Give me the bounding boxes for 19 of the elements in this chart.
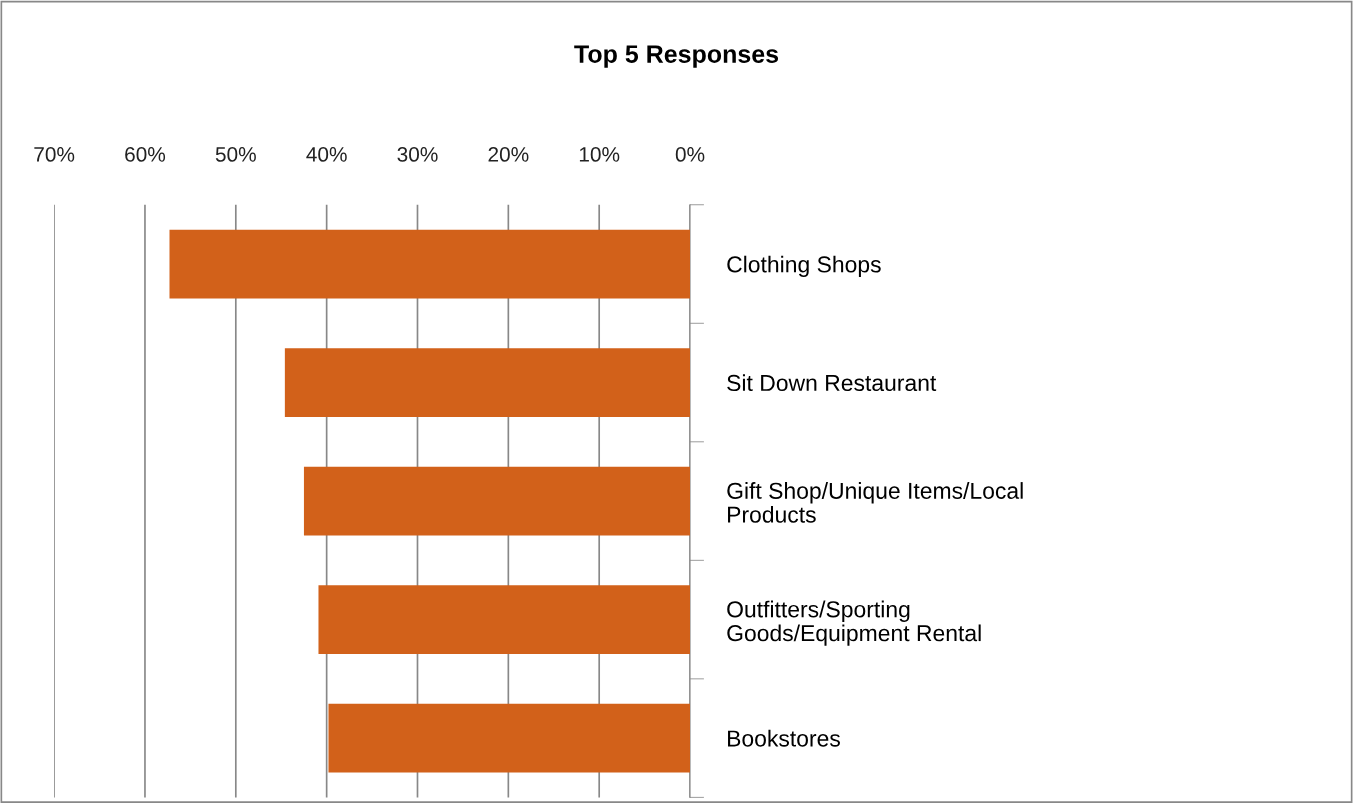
bar — [169, 229, 691, 299]
x-tick-label: 70% — [34, 147, 75, 162]
bar — [328, 703, 691, 773]
y-tick-label: Bookstores — [728, 729, 840, 747]
bar — [303, 466, 691, 536]
x-tick-label: 30% — [397, 147, 438, 162]
x-tick-label: 0% — [675, 147, 705, 162]
x-tick-label: 60% — [125, 147, 166, 162]
x-tick-label: 10% — [579, 147, 620, 162]
chart-title: Top 5 Responses — [574, 45, 779, 68]
bar — [318, 585, 691, 654]
y-tick-label: Outfitters/Sporting Goods/Equipment Rental — [727, 600, 981, 646]
y-tick-label: Clothing Shops — [727, 255, 881, 278]
x-tick-label: 40% — [306, 147, 347, 162]
x-tick-label: 50% — [215, 147, 256, 162]
x-tick-label: 20% — [488, 147, 529, 162]
y-tick-label: Sit Down Restaurant — [727, 374, 937, 392]
bar — [284, 348, 691, 417]
y-tick-label: Gift Shop/Unique Items/Local Products — [727, 482, 1023, 523]
